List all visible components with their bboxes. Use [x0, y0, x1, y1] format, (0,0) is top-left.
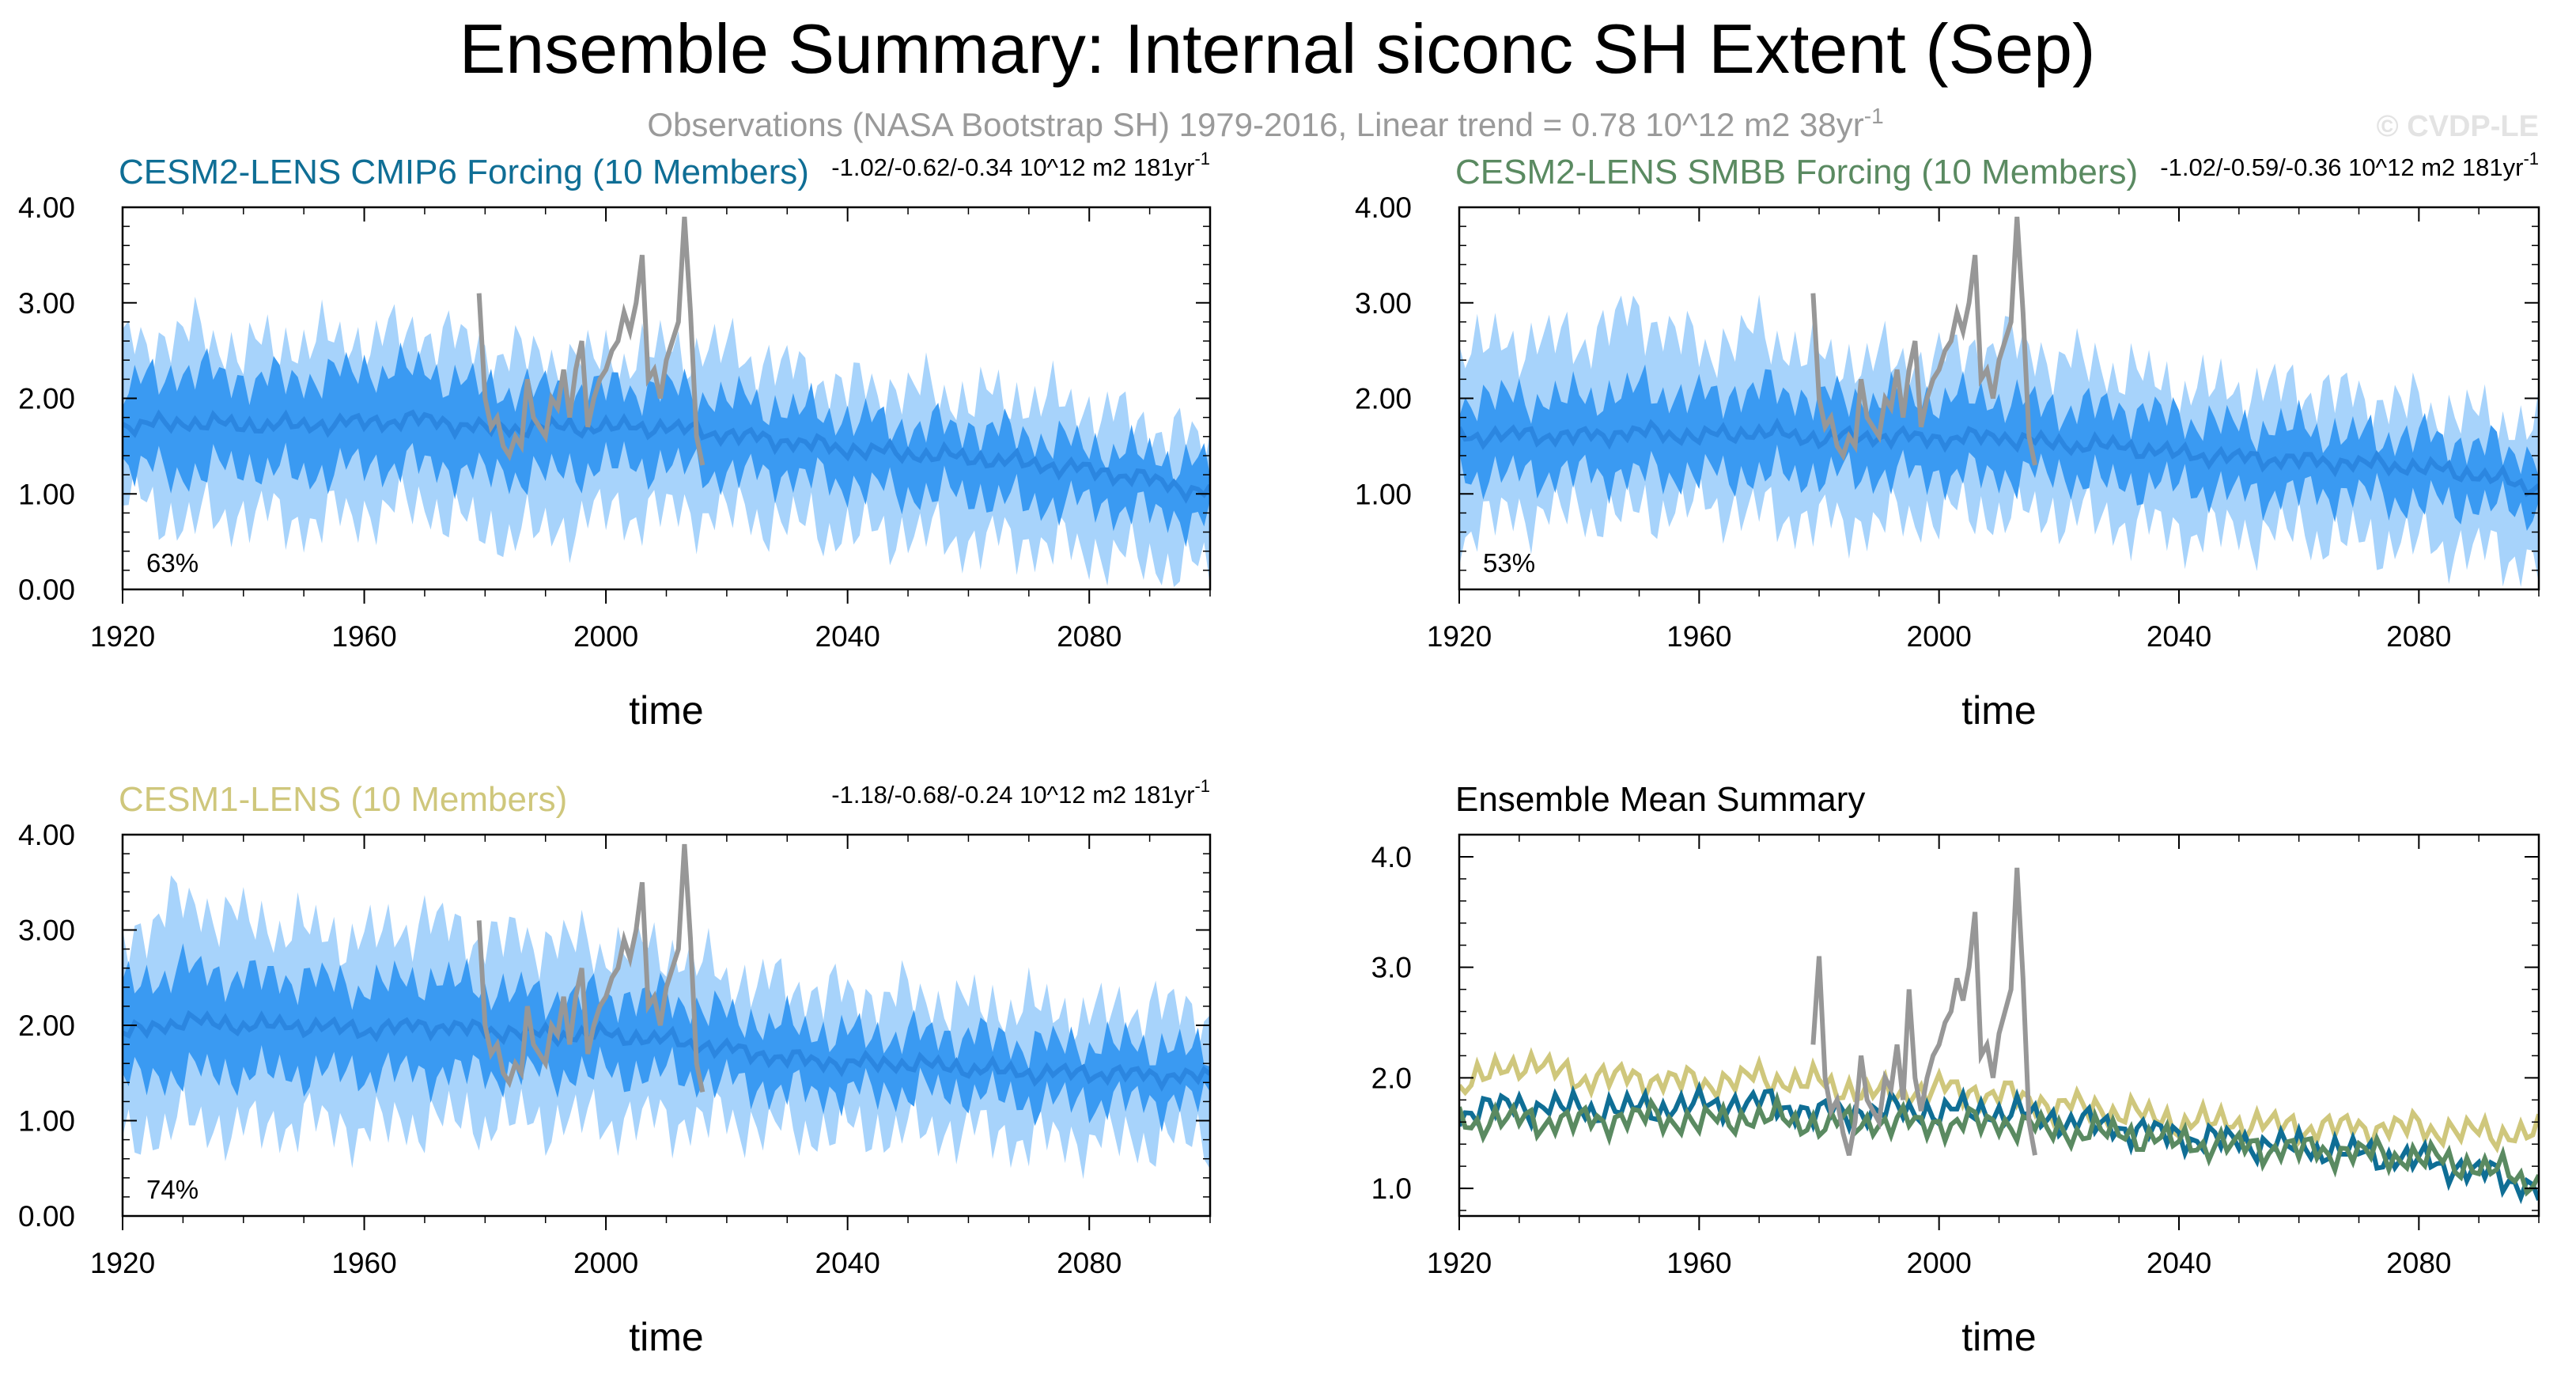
x-tick-label: 2040	[2147, 620, 2211, 653]
trend-label-superscript: -1	[1194, 776, 1210, 796]
x-tick-label: 1920	[1427, 620, 1492, 653]
x-axis-title: time	[1961, 688, 2036, 733]
x-tick-label: 2040	[815, 620, 880, 653]
trend-label: -1.02/-0.62/-0.34 10^12 m2 181yr-1	[831, 149, 1210, 181]
trend-label-text: -1.02/-0.59/-0.36 10^12 m2 181yr	[2160, 153, 2523, 181]
x-tick-label: 1960	[331, 620, 396, 653]
x-axis-title: time	[1961, 1315, 2036, 1359]
x-tick-label: 1920	[90, 1247, 155, 1279]
trend-label-text: -1.18/-0.68/-0.24 10^12 m2 181yr	[831, 781, 1194, 809]
y-tick-label: 3.00	[18, 915, 75, 947]
plot-area	[123, 216, 1210, 588]
observations-line	[476, 843, 705, 1093]
y-tick-label: 4.00	[1355, 191, 1412, 224]
ensemble-interquartile-band	[123, 342, 1210, 547]
figure-title: Ensemble Summary: Internal siconc SH Ext…	[460, 9, 2096, 88]
x-tick-label: 1960	[1666, 620, 1731, 653]
observations-trend-superscript: -1	[1864, 104, 1884, 128]
x-tick-label: 2000	[573, 620, 638, 653]
y-tick-label: 0.00	[18, 1200, 75, 1233]
percent-label: 53%	[1483, 548, 1535, 578]
panel-cesm2-cmip6: 0.00 1.00 2.00 3.00 4.00 1920 1960 2000 2040 2080…	[18, 149, 1212, 733]
x-tick-label: 1920	[1427, 1247, 1492, 1279]
y-tick-label: 1.00	[18, 478, 75, 510]
observations-line	[476, 216, 705, 466]
panel-cesm2-smbb: 1.00 2.00 3.00 4.00 1920 1960 2000 2040 2080 time…	[1355, 149, 2540, 733]
ensemble-mean-line	[123, 409, 1210, 504]
y-tick-label: 1.00	[1355, 478, 1412, 510]
y-tick-label: 3.00	[18, 287, 75, 320]
ensemble-mean-line	[123, 1009, 1210, 1093]
plot-area	[1459, 867, 2539, 1205]
y-tick-label: 2.00	[1355, 383, 1412, 415]
panel-ensemble-mean-summary: 1.0 2.0 3.0 4.0 1920 1960 2000 2040 2080 time Ense…	[1371, 780, 2540, 1359]
y-tick-label: 1.00	[18, 1105, 75, 1138]
trend-label-superscript: -1	[2523, 149, 2539, 169]
x-tick-label: 1920	[90, 620, 155, 653]
x-tick-label: 2080	[2386, 620, 2451, 653]
ensemble-mean-line	[1459, 417, 2539, 498]
panel-title: CESM2-LENS CMIP6 Forcing (10 Members)	[119, 153, 809, 191]
y-tick-label: 0.00	[18, 574, 75, 606]
panel-cesm1: 0.00 1.00 2.00 3.00 4.00 1920 1960 2000 2040 2080…	[18, 776, 1212, 1359]
trend-label-text: -1.02/-0.62/-0.34 10^12 m2 181yr	[831, 153, 1194, 181]
y-tick-label: 1.0	[1371, 1172, 1412, 1205]
x-tick-label: 1960	[331, 1247, 396, 1279]
x-tick-label: 2080	[1057, 1247, 1122, 1279]
plot-area	[123, 843, 1210, 1180]
y-tick-label: 4.00	[18, 819, 75, 851]
observations-trend-text: Observations (NASA Bootstrap SH) 1979-20…	[647, 106, 1863, 143]
x-tick-label: 2000	[1907, 1247, 1972, 1279]
y-tick-label: 2.0	[1371, 1062, 1412, 1094]
trend-label: -1.18/-0.68/-0.24 10^12 m2 181yr-1	[831, 776, 1210, 809]
x-tick-label: 2000	[573, 1247, 638, 1279]
x-tick-label: 2080	[2386, 1247, 2451, 1279]
observations-trend-label: Observations (NASA Bootstrap SH) 1979-20…	[647, 104, 1883, 143]
y-tick-label: 3.0	[1371, 952, 1412, 984]
trend-label-superscript: -1	[1194, 149, 1210, 169]
observations-line	[1810, 216, 2037, 466]
series-line-cesm2-lens-cmip6-forcing	[1459, 1081, 2539, 1205]
series-line-observations-nasa-bootstrap-sh	[1810, 867, 2037, 1156]
x-tick-label: 2040	[2147, 1247, 2211, 1279]
y-tick-label: 2.00	[18, 1009, 75, 1042]
y-tick-label: 3.00	[1355, 287, 1412, 320]
panel-title: Ensemble Mean Summary	[1455, 780, 1865, 819]
x-tick-label: 2040	[815, 1247, 880, 1279]
x-tick-label: 2080	[1057, 620, 1122, 653]
ensemble-interquartile-band	[1459, 364, 2539, 532]
x-tick-label: 2000	[1907, 620, 1972, 653]
x-tick-label: 1960	[1666, 1247, 1731, 1279]
y-tick-label: 4.00	[18, 191, 75, 224]
series-line-cesm2-lens-smbb-forcing	[1459, 1091, 2539, 1197]
watermark: © CVDP-LE	[2377, 110, 2539, 143]
trend-label: -1.02/-0.59/-0.36 10^12 m2 181yr-1	[2160, 149, 2539, 181]
panel-title: CESM2-LENS SMBB Forcing (10 Members)	[1455, 153, 2138, 191]
percent-label: 63%	[146, 548, 199, 578]
panel-title: CESM1-LENS (10 Members)	[119, 780, 567, 819]
x-axis-title: time	[629, 1315, 703, 1359]
y-tick-label: 4.0	[1371, 841, 1412, 873]
y-tick-label: 2.00	[18, 383, 75, 415]
percent-label: 74%	[146, 1175, 199, 1204]
x-axis-title: time	[629, 688, 703, 733]
plot-area	[1459, 216, 2539, 588]
